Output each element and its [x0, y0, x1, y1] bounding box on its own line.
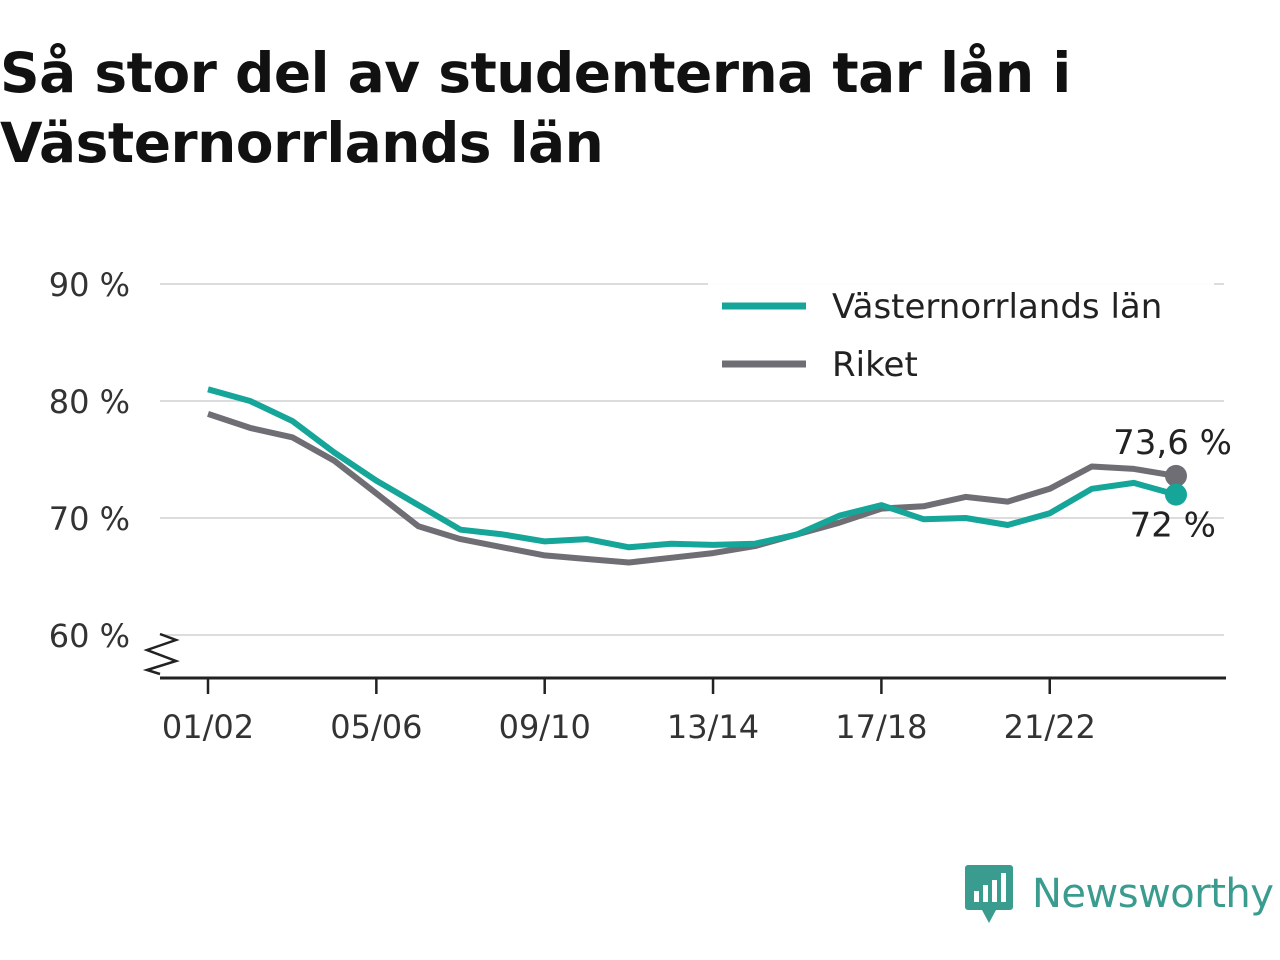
- x-tick-label: 01/02: [162, 708, 254, 746]
- series-end-point: [1165, 483, 1187, 506]
- y-tick-label: 70 %: [49, 500, 130, 538]
- brand-name: Newsworthy: [1032, 871, 1274, 917]
- end-value-label: 72 %: [1130, 506, 1216, 546]
- end-value-label: 73,6 %: [1113, 423, 1232, 463]
- x-tick-label: 17/18: [835, 708, 927, 746]
- x-axis-tick-labels: 01/02 05/06 09/10 13/14 17/18 21/22: [162, 708, 1096, 746]
- legend-label: Västernorrlands län: [832, 287, 1162, 327]
- series-line: [207, 411, 1177, 566]
- legend: Västernorrlands län Riket: [708, 278, 1214, 400]
- newsworthy-bar-chart-badge-icon: [965, 865, 1013, 923]
- x-axis: [142, 632, 1226, 694]
- series-end-point: [1165, 464, 1187, 487]
- legend-background: [708, 278, 1214, 400]
- x-tick-label: 09/10: [499, 708, 591, 746]
- newsworthy-logo: Newsworthy: [964, 862, 1274, 926]
- legend-label: Riket: [832, 345, 918, 385]
- series-line: [207, 386, 1177, 551]
- x-tick-label: 21/22: [1004, 708, 1096, 746]
- chart-title: Så stor del av studenterna tar lån i Väs…: [0, 41, 1071, 175]
- axis-break-icon: [142, 632, 180, 676]
- y-tick-label: 80 %: [49, 383, 130, 421]
- series-lines: [207, 386, 1187, 566]
- y-tick-label: 90 %: [49, 266, 130, 304]
- y-tick-label: 60 %: [49, 617, 130, 655]
- x-tick-label: 05/06: [330, 708, 422, 746]
- end-value-labels: 73,6 % 72 %: [1113, 423, 1232, 546]
- x-tick-label: 13/14: [667, 708, 759, 746]
- y-axis-tick-labels: 60 % 70 % 80 % 90 %: [49, 266, 130, 655]
